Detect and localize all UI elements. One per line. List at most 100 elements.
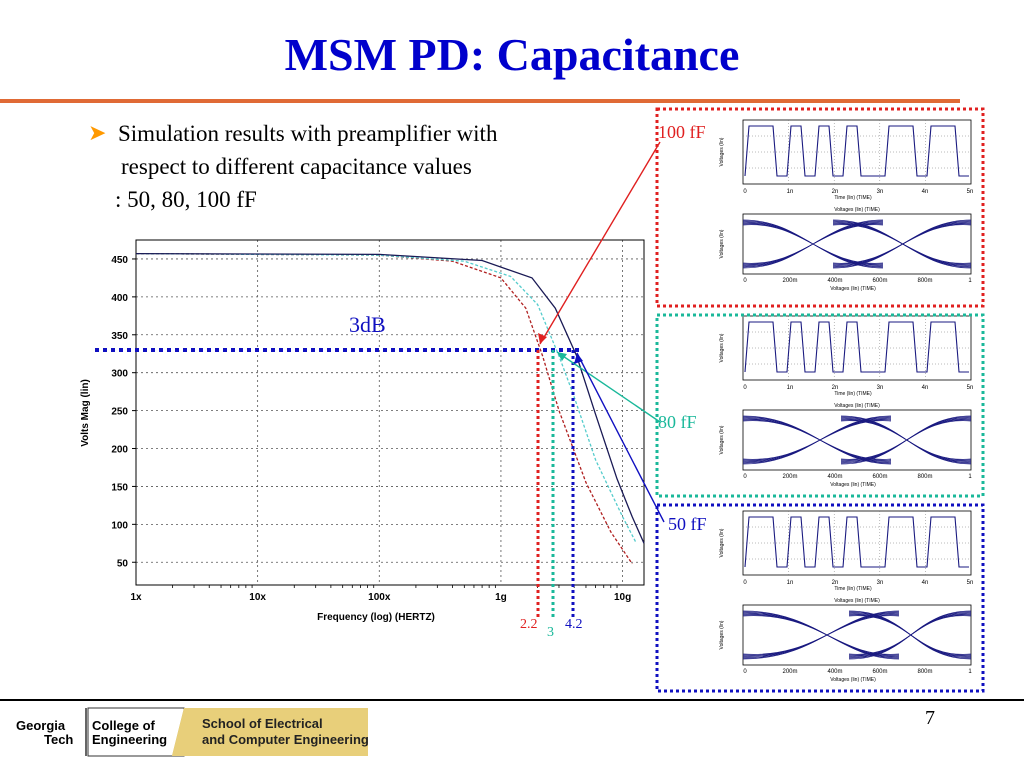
eye-trace	[840, 420, 972, 460]
eye-title: Voltages (lin) (TIME)	[834, 207, 880, 213]
waveform-panel: 0 1n 2n 3n 4n 5n Time (lin) (TIME) Voltages (li…	[713, 507, 975, 591]
series-line-2	[135, 252, 637, 544]
wave-tick-label: 5n	[967, 189, 974, 195]
wave-tick-label: 1n	[787, 385, 794, 391]
wave-tick-label: 1n	[787, 580, 794, 586]
x-tick-labels: 1x 10x 100x 1g 10g	[130, 592, 631, 603]
wave-y-label: Voltages (lin)	[719, 333, 725, 362]
wave-tick-label: 5n	[967, 580, 974, 586]
label-freq-4-2: 4.2	[565, 617, 583, 632]
label-50ff: 50 fF	[668, 514, 707, 534]
label-freq-3: 3	[547, 625, 554, 640]
y-tick-label: 50	[117, 558, 129, 569]
eye-title: Voltages (lin) (TIME)	[834, 598, 880, 604]
eye-tick-label: 0	[743, 278, 747, 284]
label-3db: 3dB	[349, 312, 386, 337]
eye-tick-label: 600m	[872, 278, 887, 284]
eye-tick-label: 1	[968, 474, 972, 480]
y-tick-label: 250	[111, 407, 128, 418]
eye-tick-label: 800m	[917, 278, 932, 284]
eye-diagram-panel: Voltages (lin) (TIME) 0 200m 400m 600m 800m 1 V…	[713, 204, 975, 292]
eye-trace	[848, 615, 972, 655]
wave-tick-label: 3n	[877, 189, 884, 195]
footer-divider	[0, 699, 1024, 701]
wave-axis-title: Time (lin) (TIME)	[834, 195, 872, 200]
logo-school-line1: School of Electrical	[202, 716, 323, 731]
eye-tick-label: 400m	[827, 278, 842, 284]
waveform-trace	[744, 516, 969, 568]
waveform-trace	[744, 321, 969, 373]
y-tick-label: 400	[111, 293, 128, 304]
eye-axis-title: Voltages (lin) (TIME)	[830, 286, 876, 292]
bullet-line-1: Simulation results with preamplifier wit…	[118, 121, 498, 146]
eye-tick-label: 0	[743, 474, 747, 480]
eye-tick-label: 200m	[782, 669, 797, 675]
arrow-bullet-icon: ➤	[88, 120, 107, 145]
wave-tick-label: 3n	[877, 385, 884, 391]
pointer-50ff	[576, 352, 665, 523]
eye-y-label: Voltages (lin)	[719, 229, 725, 258]
pointer-arrow-head	[574, 353, 583, 364]
wave-tick-label: 0	[743, 189, 747, 195]
logo-georgia: Georgia	[16, 718, 66, 733]
waveform-panel: 0 1n 2n 3n 4n 5n Time (lin) (TIME) Voltages (li…	[713, 116, 975, 200]
x-tick-label: 100x	[368, 592, 391, 603]
plot-frame	[135, 239, 645, 586]
wave-y-label: Voltages (lin)	[719, 528, 725, 557]
waveform-panel: 0 1n 2n 3n 4n 5n Time (lin) (TIME) Voltages (li…	[713, 312, 975, 396]
logo-engineering: Engineering	[92, 732, 167, 747]
eye-title: Voltages (lin) (TIME)	[834, 403, 880, 409]
wave-tick-label: 2n	[832, 385, 839, 391]
eye-tick-label: 400m	[827, 474, 842, 480]
pointer-arrow-head	[538, 333, 547, 344]
bullet-line-2: respect to different capacitance values	[121, 154, 472, 179]
y-tick-label: 150	[111, 482, 128, 493]
eye-tick-label: 600m	[872, 669, 887, 675]
page-title: MSM PD: Capacitance	[284, 29, 740, 80]
eye-diagram-panel: Voltages (lin) (TIME) 0 200m 400m 600m 800m 1 V…	[713, 400, 975, 488]
chart-series-group	[135, 252, 645, 565]
eye-y-label: Voltages (lin)	[719, 425, 725, 454]
eye-trace	[742, 224, 884, 264]
eye-tick-label: 400m	[827, 669, 842, 675]
title-divider	[0, 99, 960, 103]
georgia-tech-ece-logo: Georgia Tech College of Engineering Scho…	[12, 706, 368, 758]
eye-axis-title: Voltages (lin) (TIME)	[830, 677, 876, 683]
wave-axis-title: Time (lin) (TIME)	[834, 586, 872, 591]
eye-tick-label: 200m	[782, 278, 797, 284]
eye-tick-label: 1	[968, 669, 972, 675]
eye-tick-label: 200m	[782, 474, 797, 480]
x-axis-label: Frequency (log) (HERTZ)	[317, 612, 435, 623]
wave-tick-label: 0	[743, 385, 747, 391]
pointer-100ff	[539, 141, 661, 345]
x-tick-label: 1x	[130, 592, 142, 603]
box-100ff	[655, 107, 985, 308]
y-tick-label: 300	[111, 369, 128, 380]
pointer-arrow-head	[557, 352, 567, 361]
eye-tick-label: 1	[968, 278, 972, 284]
bullet-line-3: : 50, 80, 100 fF	[115, 187, 257, 212]
eye-diagram-panel: Voltages (lin) (TIME) 0 200m 400m 600m 800m 1 V…	[713, 595, 975, 683]
y-tick-label: 200	[111, 445, 128, 456]
wave-tick-label: 4n	[922, 189, 929, 195]
frequency-response-chart: 50 100 150 200 250 300 350 400 450 1x 10x 100x 1g 10…	[78, 228, 650, 630]
wave-tick-label: 1n	[787, 189, 794, 195]
eye-tick-label: 800m	[917, 474, 932, 480]
y-tick-label: 450	[111, 255, 128, 266]
x-tick-label: 1g	[495, 592, 507, 603]
wave-tick-label: 0	[743, 580, 747, 586]
logo-school-line2: and Computer Engineering	[202, 732, 368, 747]
eye-trace	[742, 420, 892, 460]
page-number: 7	[925, 707, 935, 729]
eye-trace	[832, 224, 972, 264]
x-tick-label: 10x	[249, 592, 266, 603]
wave-y-label: Voltages (lin)	[719, 137, 725, 166]
wave-tick-label: 2n	[832, 580, 839, 586]
box-80ff	[655, 313, 985, 498]
label-freq-2-2: 2.2	[520, 617, 538, 632]
eye-axis-title: Voltages (lin) (TIME)	[830, 482, 876, 488]
y-axis-label: Volts Mag (lin)	[80, 379, 91, 447]
eye-trace	[742, 615, 900, 655]
box-50ff	[655, 503, 985, 693]
